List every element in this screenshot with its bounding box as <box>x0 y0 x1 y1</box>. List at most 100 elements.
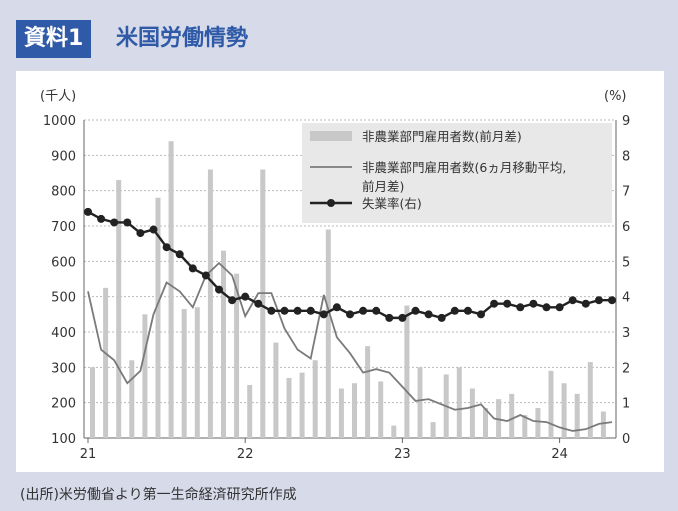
unemployment-point <box>97 214 106 223</box>
unemployment-point <box>411 306 420 315</box>
legend-label: 非農業部門雇用者数(6ヵ月移動平均, <box>362 160 566 175</box>
source-note: (出所)米労働省より第一生命経済研究所作成 <box>20 487 297 503</box>
unemployment-point <box>306 306 315 315</box>
bar <box>404 305 410 438</box>
unemployment-point <box>188 264 197 273</box>
bar <box>260 169 266 438</box>
unemployment-point <box>136 229 145 238</box>
bar <box>155 197 161 438</box>
y-tick-label-right: 2 <box>622 361 630 376</box>
unemployment-point <box>241 292 250 301</box>
bar <box>548 370 554 438</box>
y-tick-label-left: 700 <box>51 220 76 235</box>
chart-panel: 100 200 300 400 500 600 700 800 900 1000 0 1 2 3 4 5 6 7 8… <box>16 71 664 472</box>
unemployment-point <box>398 313 407 322</box>
unemployment-point <box>162 243 171 252</box>
y-tick-label-left: 600 <box>51 255 76 270</box>
bar <box>142 314 148 438</box>
bar <box>378 381 384 438</box>
y-tick-label-left: 800 <box>51 185 76 200</box>
unemployment-point <box>555 303 564 312</box>
unemployment-point <box>332 303 341 312</box>
unemployment-point <box>267 306 276 315</box>
bar <box>221 250 226 438</box>
bar <box>561 383 567 438</box>
right-axis-unit: (%) <box>604 89 627 104</box>
bar <box>391 425 397 438</box>
bar <box>574 393 580 438</box>
bar <box>286 377 292 438</box>
page-title: 米国労働情勢 <box>116 26 249 51</box>
y-tick-label-right: 3 <box>622 326 630 341</box>
bar <box>247 385 253 438</box>
unemployment-point <box>84 207 92 216</box>
y-tick-label-right: 8 <box>622 149 630 164</box>
bar <box>312 360 318 438</box>
bar <box>207 169 213 438</box>
y-tick-label-right: 4 <box>622 291 630 306</box>
legend-label: 失業率(右) <box>362 196 422 211</box>
unemployment-point <box>477 310 485 319</box>
y-tick-label-right: 9 <box>622 114 630 129</box>
unemployment-point <box>463 306 472 315</box>
unemployment-point <box>568 296 577 305</box>
legend-label: 前月差) <box>362 179 404 194</box>
bar <box>129 360 135 438</box>
unemployment-point <box>516 303 525 312</box>
unemployment-point <box>215 285 223 294</box>
legend-marker-unemployment <box>327 199 335 207</box>
moving-average-line <box>87 261 613 432</box>
section-badge: 資料1 <box>16 20 92 58</box>
legend-box <box>302 123 612 223</box>
unemployment-point <box>280 306 289 315</box>
y-tick-label-left: 1000 <box>43 114 76 129</box>
left-axis-unit: (千人) <box>40 89 76 104</box>
bar <box>469 388 475 438</box>
bar <box>181 309 187 438</box>
bar <box>509 393 515 438</box>
unemployment-point <box>359 306 368 315</box>
y-tick-label-left: 900 <box>51 149 76 164</box>
bar <box>168 141 174 438</box>
unemployment-point <box>608 296 616 305</box>
unemployment-point <box>372 306 381 315</box>
y-tick-label-right: 5 <box>622 255 630 270</box>
y-tick-label-left: 500 <box>51 291 76 306</box>
unemployment-point <box>490 299 499 308</box>
y-tick-label-right: 0 <box>622 432 630 447</box>
unemployment-point <box>437 313 446 322</box>
bar <box>103 287 109 438</box>
bar <box>522 415 528 438</box>
bar <box>352 383 357 438</box>
bar <box>483 407 488 438</box>
unemployment-point <box>175 250 184 259</box>
unemployment-point <box>385 313 394 322</box>
bar <box>417 367 423 438</box>
bar <box>194 307 200 438</box>
unemployment-point <box>228 296 237 305</box>
unemployment-point <box>123 218 132 227</box>
legend-swatch-bars <box>310 131 352 141</box>
unemployment-point <box>503 299 512 308</box>
bar <box>365 346 371 438</box>
bar <box>299 372 305 438</box>
unemployment-point <box>424 310 433 319</box>
bar <box>234 273 240 438</box>
bar <box>430 422 436 438</box>
unemployment-point <box>319 310 328 319</box>
bar <box>116 180 122 439</box>
y-tick-label-left: 400 <box>51 326 76 341</box>
y-tick-label-left: 200 <box>51 397 76 412</box>
bar <box>600 411 606 438</box>
y-tick-label-right: 6 <box>622 220 630 235</box>
bar <box>456 367 462 438</box>
y-tick-label-right: 7 <box>622 185 630 200</box>
unemployment-point <box>529 299 538 308</box>
unemployment-point <box>110 218 119 227</box>
unemployment-point <box>201 271 210 280</box>
bar <box>587 362 593 438</box>
unemployment-point <box>346 310 354 319</box>
unemployment-point <box>254 299 263 308</box>
x-tick-label: 21 <box>80 447 97 462</box>
legend-label: 非農業部門雇用者数(前月差) <box>362 129 522 144</box>
